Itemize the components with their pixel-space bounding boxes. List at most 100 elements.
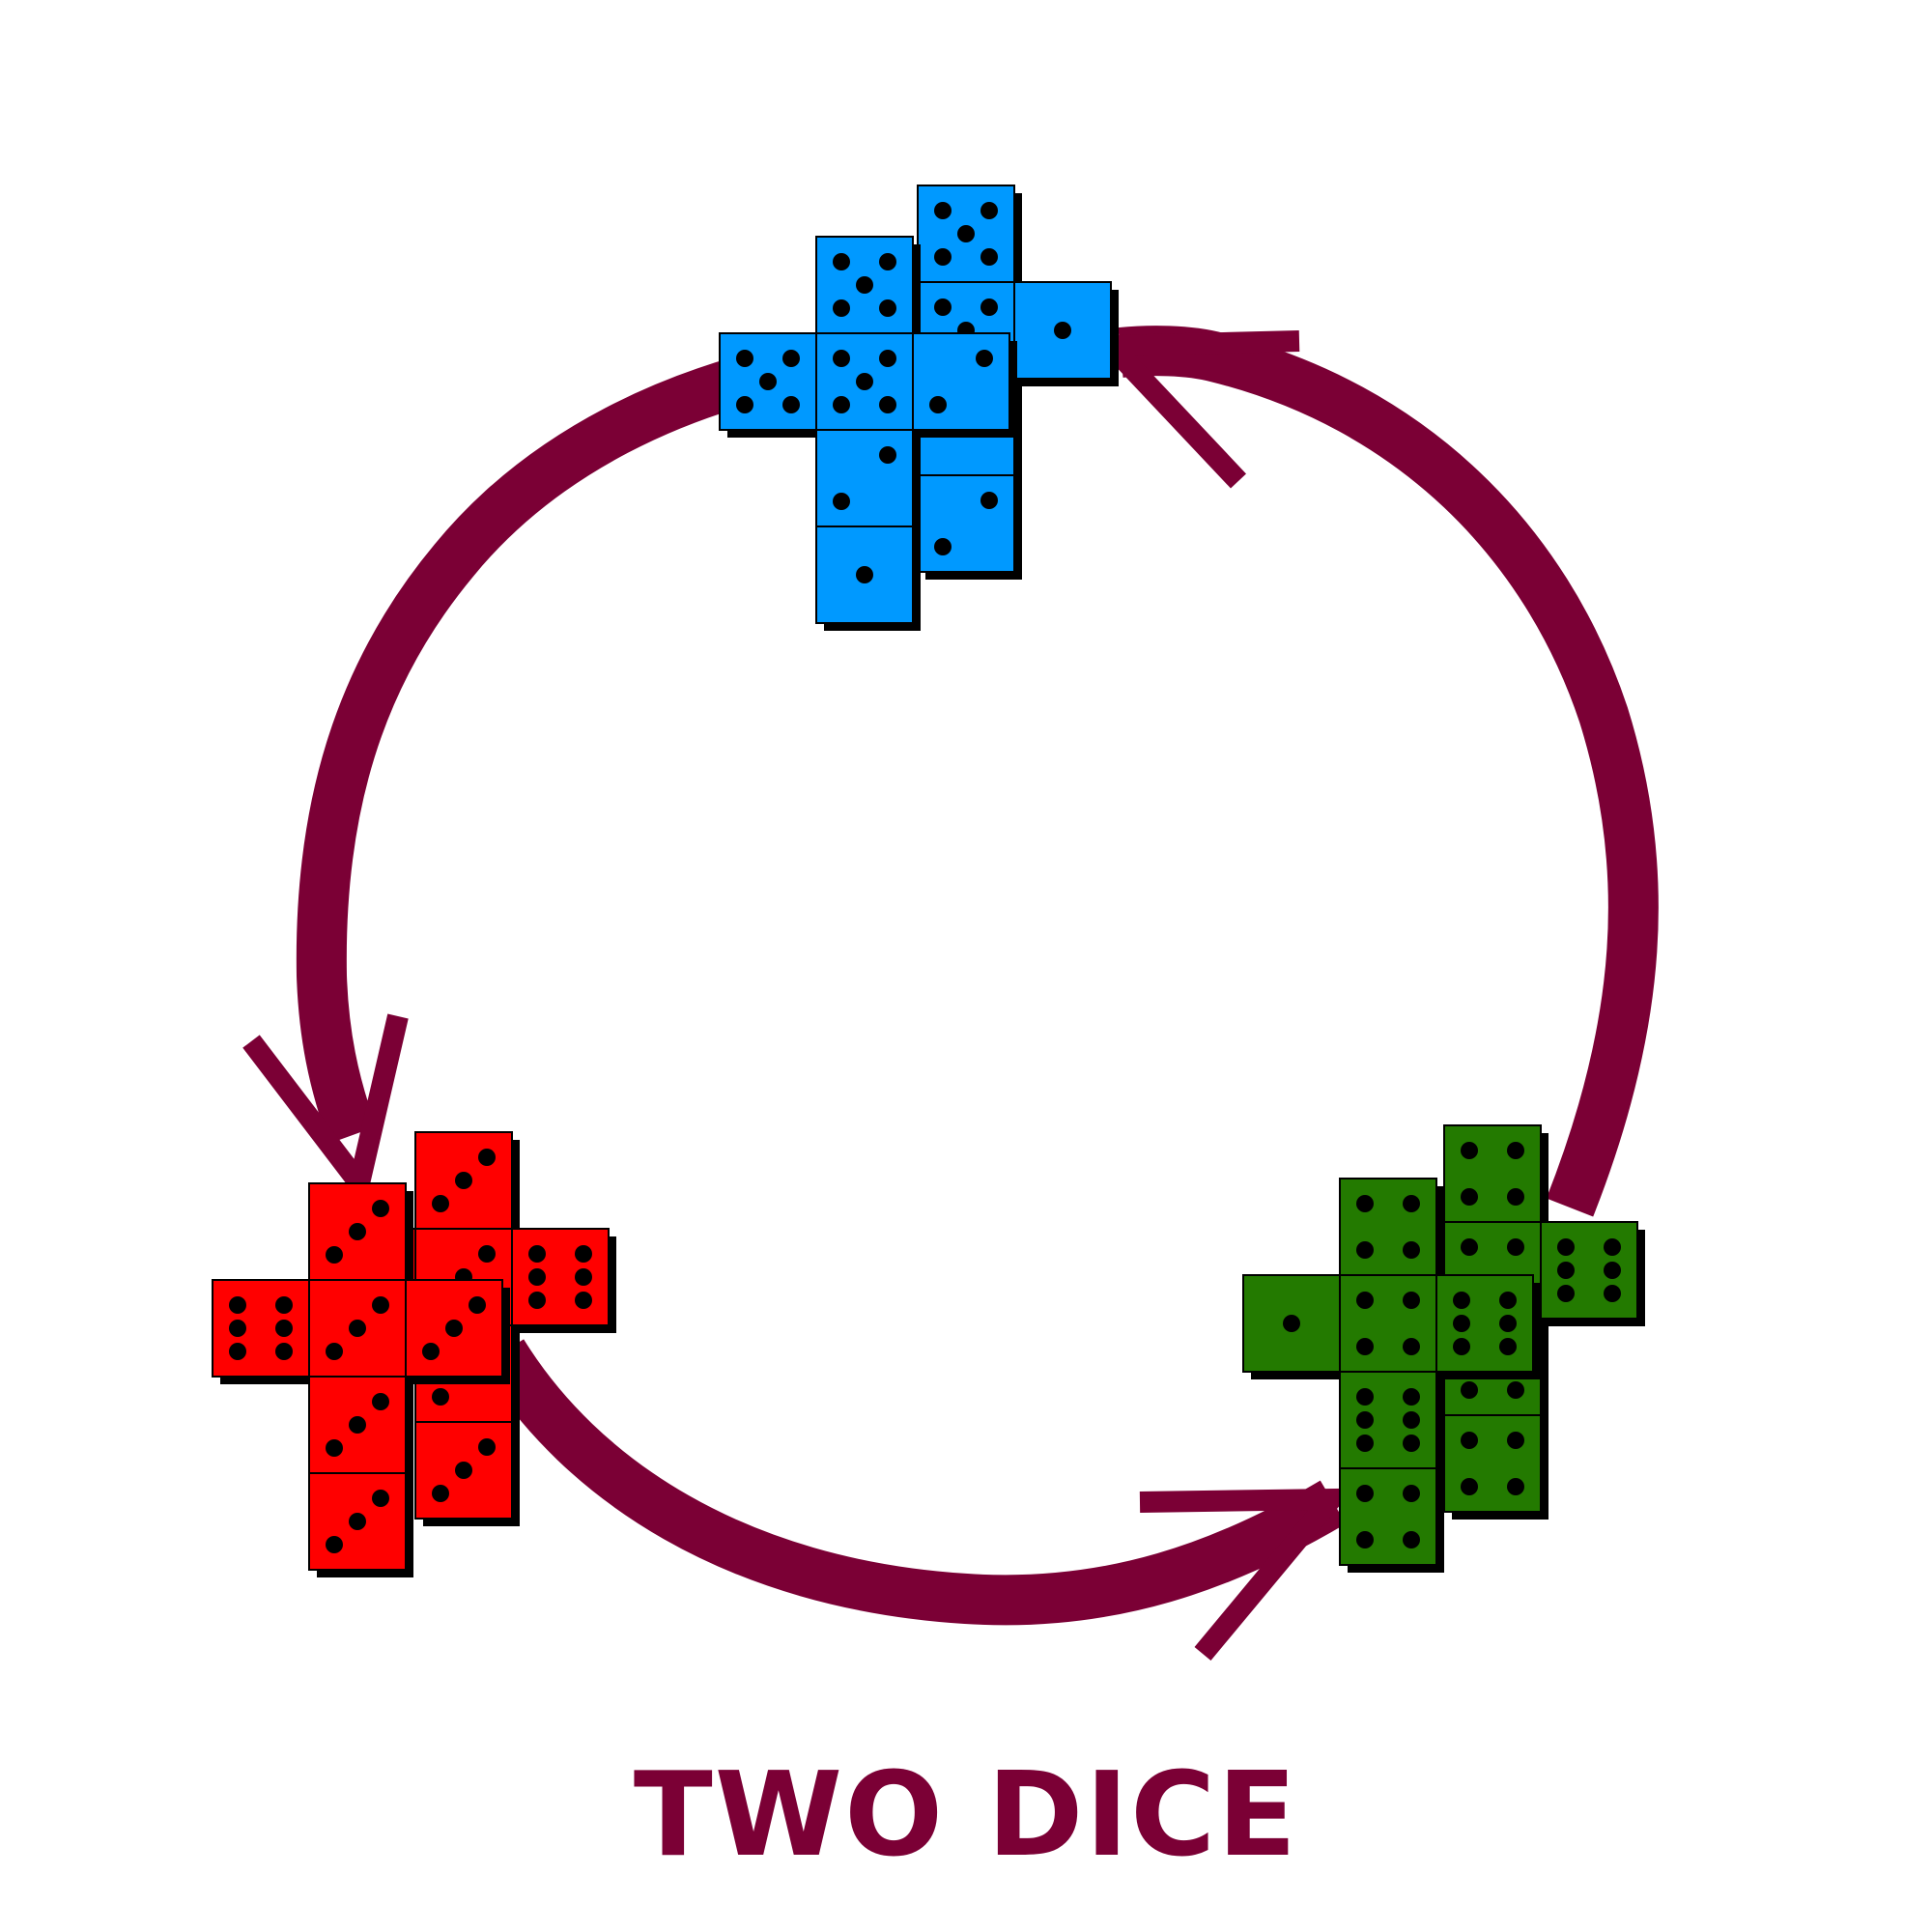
pip [1356, 1388, 1374, 1406]
pip [1356, 1241, 1374, 1259]
pip [229, 1343, 246, 1360]
pip [833, 253, 850, 270]
die-face-5 [815, 236, 914, 334]
pip [455, 1172, 472, 1189]
pip [1507, 1142, 1524, 1159]
die-face-4 [1339, 1467, 1437, 1566]
pip [934, 298, 952, 316]
pip [1403, 1485, 1420, 1502]
pip [782, 396, 800, 413]
pip [432, 1388, 449, 1406]
pip [879, 350, 896, 367]
pip [1403, 1338, 1420, 1355]
pip [469, 1296, 486, 1314]
pip [1356, 1292, 1374, 1309]
pip [528, 1292, 546, 1309]
pip [349, 1223, 366, 1240]
pip [1356, 1338, 1374, 1355]
pip [782, 350, 800, 367]
pip [349, 1513, 366, 1530]
pip [1499, 1292, 1517, 1309]
pip [1403, 1531, 1420, 1548]
pip [833, 396, 850, 413]
pip [1461, 1142, 1478, 1159]
pip [856, 566, 873, 583]
arc-blue-to-red [296, 337, 831, 1144]
pip [372, 1393, 389, 1410]
pip [478, 1245, 496, 1263]
pip [759, 373, 777, 390]
red-dice-net [212, 1131, 616, 1577]
pip [1461, 1188, 1478, 1206]
die-face-3 [308, 1182, 407, 1281]
pip [1356, 1485, 1374, 1502]
pip [229, 1296, 246, 1314]
pip [980, 202, 998, 219]
pip [1507, 1432, 1524, 1449]
pip [1356, 1195, 1374, 1212]
pip [856, 276, 873, 294]
pip [736, 350, 753, 367]
die-face-6 [511, 1228, 610, 1326]
arrow-green-to-blue [1087, 326, 1659, 1217]
pip [980, 492, 998, 509]
pip [856, 373, 873, 390]
pip [528, 1268, 546, 1286]
die-face-3 [308, 1472, 407, 1571]
pip [372, 1490, 389, 1507]
die-face-3 [308, 1376, 407, 1474]
diagram-title: TWO DICE [633, 1748, 1299, 1883]
pip [1356, 1435, 1374, 1452]
pip [575, 1268, 592, 1286]
arrow-blue-to-red [242, 337, 831, 1208]
pip [1403, 1435, 1420, 1452]
die-face-3 [308, 1279, 407, 1378]
pip [422, 1343, 440, 1360]
pip [1507, 1238, 1524, 1256]
pip [1499, 1315, 1517, 1332]
die-face-4 [1443, 1414, 1542, 1513]
pip [275, 1343, 293, 1360]
pip [833, 350, 850, 367]
pip [326, 1343, 343, 1360]
die-face-square [1339, 1371, 1437, 1469]
pip [326, 1439, 343, 1457]
pip [1356, 1411, 1374, 1429]
pip [1604, 1238, 1621, 1256]
pip [1403, 1195, 1420, 1212]
front-die-net [1242, 1178, 1541, 1573]
die-face-square [912, 332, 1010, 431]
pip [1461, 1432, 1478, 1449]
pip [879, 396, 896, 413]
die-face-3 [414, 1131, 513, 1230]
pip [1453, 1292, 1470, 1309]
die-face-square [212, 1279, 310, 1378]
die-face-2 [815, 429, 914, 527]
pip [1403, 1411, 1420, 1429]
die-face-square [1443, 1414, 1542, 1513]
pip [1461, 1478, 1478, 1495]
pip [833, 493, 850, 510]
die-face-5 [917, 185, 1015, 283]
pip [575, 1292, 592, 1309]
die-face-4 [1339, 1178, 1437, 1276]
die-face-3 [405, 1279, 503, 1378]
pip [1557, 1285, 1575, 1302]
pip [326, 1536, 343, 1553]
die-face-4 [1339, 1274, 1437, 1373]
pip [229, 1320, 246, 1337]
pip [275, 1320, 293, 1337]
die-face-3 [414, 1421, 513, 1520]
pip [1557, 1262, 1575, 1279]
die-face-5 [815, 332, 914, 431]
die-face-square [1435, 1274, 1534, 1373]
die-face-6 [1339, 1371, 1437, 1469]
pip [1453, 1315, 1470, 1332]
pip [1403, 1241, 1420, 1259]
pip [1356, 1531, 1374, 1548]
pip [455, 1462, 472, 1479]
pip [1499, 1338, 1517, 1355]
die-face-square [1443, 1124, 1542, 1223]
arrowhead-red-to-green [1139, 1488, 1354, 1662]
